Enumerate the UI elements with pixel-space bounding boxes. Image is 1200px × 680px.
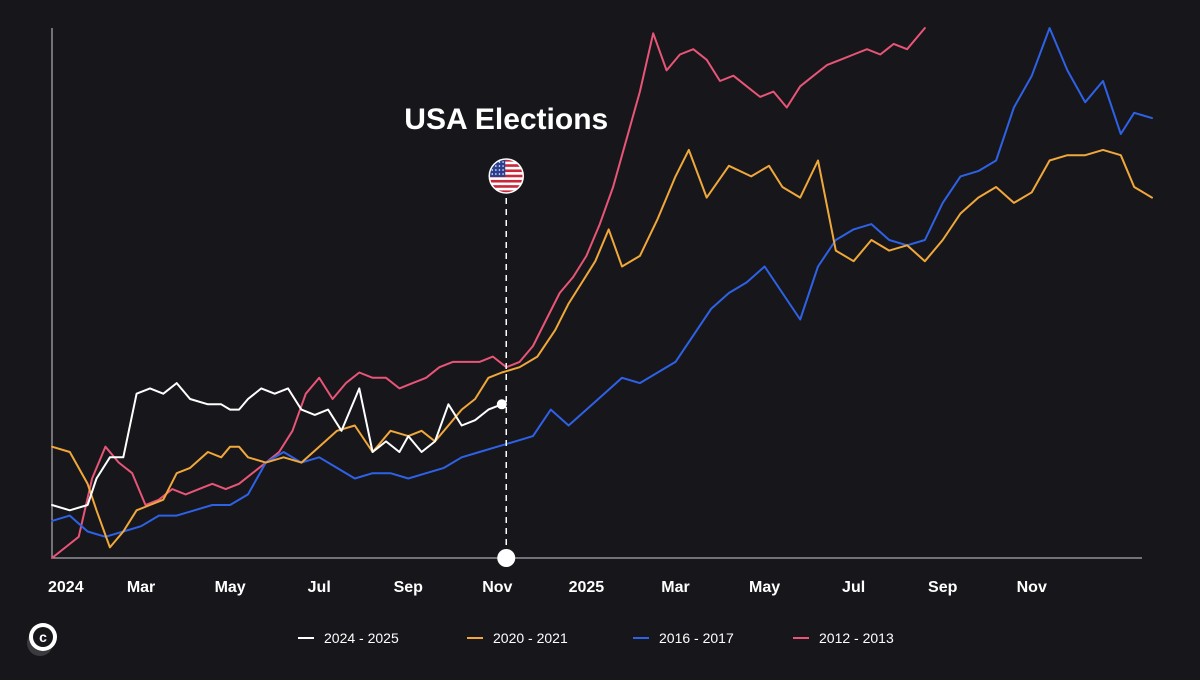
legend-item[interactable]: 2020 - 2021 [467,630,568,646]
legend-item[interactable]: 2024 - 2025 [298,630,399,646]
us-flag-icon [488,158,525,194]
x-tick-label: Nov [482,579,512,596]
x-tick-label: Jul [842,579,865,596]
x-tick-label: Mar [661,579,689,596]
legend-label: 2016 - 2017 [659,630,734,646]
series-line-2020-2021 [51,148,1153,549]
x-tick-label: May [749,579,780,596]
series-line-2024-2025 [51,382,503,512]
legend-label: 2020 - 2021 [493,630,568,646]
series-line-2012-2013 [51,27,926,559]
current-series-end-dot [496,399,507,410]
x-tick-label: Sep [928,579,958,596]
annotation-title: USA Elections [404,103,608,136]
brand-logo: c [27,623,57,656]
x-tick-label: Nov [1017,579,1047,596]
election-marker-dot [497,549,516,567]
x-tick-label: Jul [308,579,331,596]
legend-label: 2024 - 2025 [324,630,399,646]
legend-label: 2012 - 2013 [819,630,894,646]
legend-item[interactable]: 2016 - 2017 [633,630,734,646]
x-tick-label: May [215,579,246,596]
legend-item[interactable]: 2012 - 2013 [793,630,894,646]
x-tick-label: Mar [127,579,155,596]
brand-logo-letter: c [39,629,47,645]
x-tick-label: 2024 [48,579,84,596]
x-tick-label: Sep [394,579,424,596]
series-line-2016-2017 [51,27,1153,538]
x-tick-label: 2025 [569,579,605,596]
